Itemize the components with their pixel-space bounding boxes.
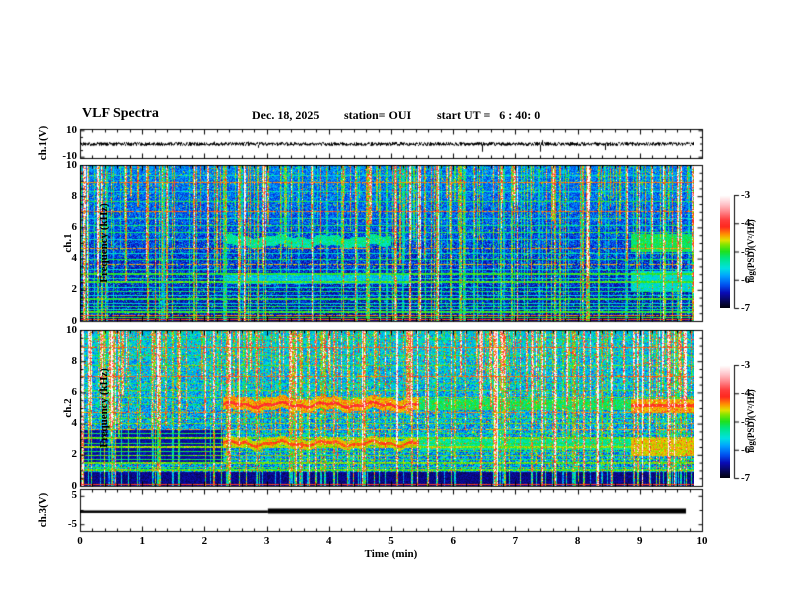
tick-label: 4	[71, 417, 78, 430]
tick-label: 10	[66, 158, 77, 171]
tick-label: 1	[139, 535, 145, 547]
tick-label: 6	[71, 385, 78, 398]
date-label: Dec. 18, 2025	[252, 108, 320, 122]
tick-label: -3	[741, 359, 751, 371]
tick-label: -10	[62, 150, 77, 163]
tick-label: 4	[71, 252, 78, 265]
tick-label: 5	[388, 535, 394, 547]
sp2-frequency-label: Frequency (kHz)	[98, 368, 111, 448]
tick-label: -4	[741, 217, 751, 230]
tick-label: 2	[71, 283, 78, 296]
ch1-waveform-canvas	[80, 129, 694, 158]
tick-label: 2	[71, 448, 78, 461]
tick-label: -6	[741, 443, 751, 456]
tick-label: 10	[696, 535, 708, 547]
tick-label: -6	[741, 273, 751, 286]
tick-label: 0	[77, 535, 83, 547]
tick-label: -7	[741, 472, 751, 484]
tick-label: 9	[637, 535, 643, 547]
ch1-spectrogram-canvas	[80, 165, 694, 321]
tick-label: 8	[574, 535, 581, 547]
tick-label: -7	[741, 302, 751, 314]
tick-label: 7	[512, 535, 519, 547]
tick-label: 5	[71, 489, 78, 502]
tick-label: 10	[66, 323, 77, 336]
colorbar1-canvas	[720, 195, 730, 308]
tick-label: 3	[263, 535, 270, 547]
station-label: station= OUI	[344, 108, 412, 122]
tick-label: 8	[71, 354, 78, 367]
tick-label: 2	[201, 535, 208, 547]
colorbar2-canvas	[720, 365, 730, 478]
x-axis-title: Time (min)	[364, 548, 418, 560]
tick-label: -5	[741, 415, 751, 428]
tick-label: -4	[741, 387, 751, 400]
start-ut-label: start UT = 6 : 40: 0	[437, 108, 541, 122]
sp1-frequency-label: Frequency (kHz)	[98, 203, 111, 283]
ch2-spectrogram-canvas	[80, 330, 694, 486]
tick-label: 0	[71, 479, 78, 492]
figure-title: VLF Spectra	[82, 106, 159, 121]
ch3-signal-canvas	[80, 489, 694, 531]
tick-label: -5	[67, 517, 77, 530]
tick-label: 6	[450, 535, 456, 547]
tick-label: 6	[71, 220, 78, 233]
tick-label: 0	[71, 314, 78, 327]
tick-label: -3	[741, 189, 751, 201]
tick-label: 4	[326, 535, 332, 547]
tick-label: 8	[71, 189, 78, 202]
tick-label: -5	[741, 245, 751, 258]
tick-label: 10	[66, 123, 77, 136]
